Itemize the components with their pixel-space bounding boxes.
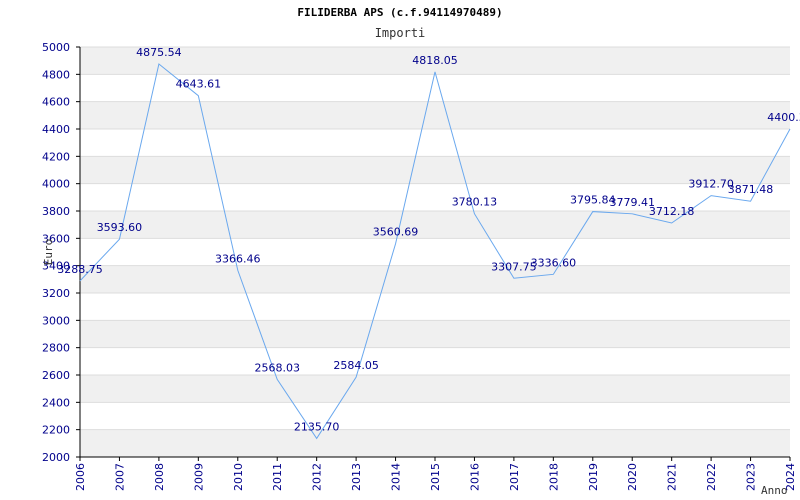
series-line — [79, 63, 791, 440]
data-label: 2135.70 — [294, 420, 340, 433]
x-tick-label: 2013 — [350, 463, 363, 491]
data-label: 3288.75 — [57, 263, 103, 276]
y-tick-label: 2000 — [42, 451, 70, 464]
data-label: 3593.60 — [97, 221, 143, 234]
x-tick-label: 2020 — [626, 463, 639, 491]
data-label: 3871.48 — [728, 183, 774, 196]
x-tick-label: 2022 — [705, 463, 718, 491]
y-tick-label: 4800 — [42, 68, 70, 81]
y-tick-label: 5000 — [42, 41, 70, 54]
data-label: 4875.54 — [136, 46, 182, 59]
data-label: 3780.13 — [452, 196, 498, 209]
data-label: 4400.33 — [767, 111, 800, 124]
band — [80, 211, 790, 239]
y-tick-label: 4400 — [42, 123, 70, 136]
y-tick-label: 3000 — [42, 314, 70, 327]
band — [80, 47, 790, 75]
data-label: 3307.75 — [491, 260, 537, 273]
y-ticks: 2000 2200 2400 2600 2800 3000 3200 3400 3600 3800… — [42, 41, 80, 464]
x-tick-label: 2010 — [232, 463, 245, 491]
y-tick-label: 3200 — [42, 287, 70, 300]
y-tick-label: 4600 — [42, 96, 70, 109]
x-ticks: 2006 2007 2008 2009 2010 2011 2012 2013 2014 2015… — [74, 457, 797, 491]
y-tick-label: 4200 — [42, 150, 70, 163]
band — [80, 156, 790, 184]
x-tick-label: 2017 — [508, 463, 521, 491]
data-label: 3560.69 — [373, 226, 419, 239]
band — [80, 320, 790, 348]
x-tick-label: 2007 — [113, 463, 126, 491]
data-label: 3779.41 — [609, 196, 655, 209]
x-tick-label: 2018 — [547, 463, 560, 491]
x-tick-label: 2023 — [745, 463, 758, 491]
x-tick-label: 2019 — [587, 463, 600, 491]
data-label: 3336.60 — [531, 256, 577, 269]
x-tick-label: 2011 — [271, 463, 284, 491]
chart-title: FILIDERBA APS (c.f.94114970489) — [297, 6, 502, 19]
band — [80, 429, 790, 457]
chart-subtitle: Importi — [375, 26, 426, 40]
y-tick-label: 3400 — [42, 260, 70, 273]
x-tick-label: 2015 — [429, 463, 442, 491]
data-label: 3712.18 — [649, 205, 695, 218]
y-tick-label: 2800 — [42, 342, 70, 355]
x-tick-label: 2021 — [666, 463, 679, 491]
x-tick-label: 2008 — [153, 463, 166, 491]
data-label: 3912.70 — [688, 178, 734, 191]
x-tick-label: 2016 — [468, 463, 481, 491]
data-labels: 3288.75 3593.60 4875.54 4643.61 3366.46 2568.… — [57, 46, 800, 433]
data-label: 3366.46 — [215, 252, 261, 265]
data-label: 4643.61 — [176, 78, 222, 91]
band — [80, 375, 790, 403]
data-label: 2584.05 — [333, 359, 379, 372]
y-tick-label: 3600 — [42, 232, 70, 245]
x-tick-label: 2024 — [784, 463, 797, 491]
data-label: 3795.84 — [570, 194, 616, 207]
data-label: 4818.05 — [412, 54, 458, 67]
y-tick-label: 2400 — [42, 396, 70, 409]
background-bands — [80, 47, 790, 457]
x-axis-label: Anno — [761, 484, 788, 497]
x-tick-label: 2012 — [311, 463, 324, 491]
y-tick-label: 4000 — [42, 178, 70, 191]
y-tick-label: 3800 — [42, 205, 70, 218]
band — [80, 265, 790, 293]
y-tick-label: 2600 — [42, 369, 70, 382]
y-tick-label: 2200 — [42, 424, 70, 437]
gridlines — [80, 46, 790, 458]
band — [80, 101, 790, 129]
x-tick-label: 2006 — [74, 463, 87, 491]
y-axis-label: Euro — [42, 239, 55, 266]
data-label: 2568.03 — [254, 361, 300, 374]
x-tick-label: 2009 — [192, 463, 205, 491]
x-tick-label: 2014 — [390, 463, 403, 491]
